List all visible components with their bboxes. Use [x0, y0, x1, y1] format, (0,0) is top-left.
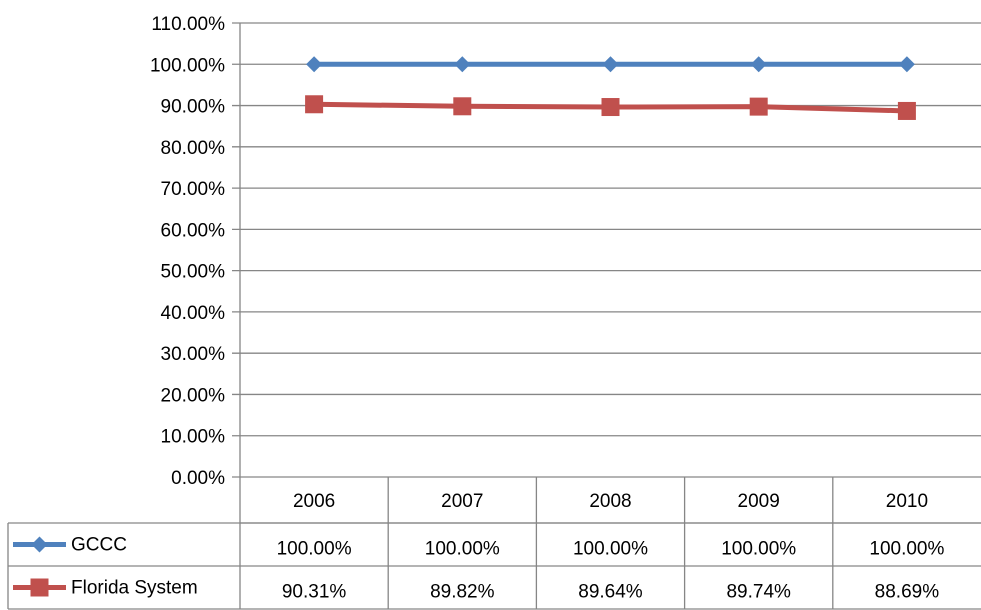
y-tick-label: 110.00% [151, 14, 225, 35]
category-label: 2008 [589, 491, 631, 512]
category-label: 2009 [738, 491, 780, 512]
data-point-marker [454, 56, 471, 73]
y-tick-label: 80.00% [161, 138, 226, 159]
data-value-cell: 90.31% [282, 582, 347, 603]
data-value-cell: 89.64% [578, 582, 643, 603]
data-table-grid [7, 477, 981, 610]
y-tick-label: 10.00% [161, 427, 226, 448]
y-tick-label: 20.00% [161, 385, 226, 406]
data-point-marker [601, 98, 620, 117]
y-tick-label: 0.00% [171, 468, 225, 489]
y-tick-label: 60.00% [161, 220, 226, 241]
data-point-marker [750, 56, 767, 73]
category-label: 2007 [441, 491, 483, 512]
series-name: GCCC [71, 535, 127, 556]
y-tick-label: 100.00% [150, 55, 225, 76]
legend-key-marker [30, 578, 49, 597]
data-value-cell: 100.00% [277, 539, 352, 560]
data-value-cell: 100.00% [425, 539, 500, 560]
y-tick-label: 40.00% [161, 303, 226, 324]
series-lines [305, 56, 916, 120]
data-point-marker [897, 101, 916, 120]
data-value-cell: 100.00% [721, 539, 796, 560]
y-axis-tick-labels: 0.00% 10.00% 20.00% 30.00% 40.00% 50.00% 60.00… [150, 14, 225, 489]
data-table: 2006 2007 2008 2009 2010 GCCC 100.00% 100.00% 10… [13, 491, 945, 603]
y-tick-label: 30.00% [161, 344, 226, 365]
data-point-marker [306, 56, 323, 73]
y-tick-label: 90.00% [161, 97, 226, 118]
y-tick-label: 50.00% [161, 262, 226, 283]
data-point-marker [898, 56, 915, 73]
legend-key-marker [31, 536, 48, 553]
data-point-marker [453, 97, 472, 116]
data-value-cell: 100.00% [869, 539, 944, 560]
data-point-marker [305, 95, 324, 114]
series-name: Florida System [71, 578, 198, 599]
data-value-cell: 89.82% [430, 582, 495, 603]
data-value-cell: 100.00% [573, 539, 648, 560]
data-point-marker [749, 97, 768, 116]
category-label: 2010 [886, 491, 928, 512]
data-value-cell: 89.74% [726, 582, 791, 603]
data-value-cell: 88.69% [875, 582, 940, 603]
y-tick-label: 70.00% [161, 179, 226, 200]
data-point-marker [602, 56, 619, 73]
category-label: 2006 [293, 491, 335, 512]
